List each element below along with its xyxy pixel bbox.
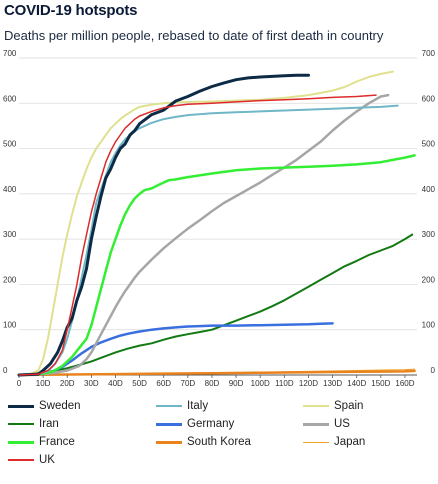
x-tick-label: 40D [108,379,123,388]
series-line-spain [18,70,394,376]
legend-label: South Korea [187,436,251,448]
legend-swatch [8,440,34,444]
y-tick-label-left: 600 [3,94,17,103]
x-tick-label: 20D [60,379,75,388]
legend-swatch [303,422,329,426]
legend-item-sweden: Sweden [8,398,81,414]
chart-subtitle: Deaths per million people, rebased to da… [4,28,384,43]
legend-swatch [8,423,34,425]
series-line-italy [18,104,399,376]
legend-label: UK [39,454,55,466]
x-tick-label: 100D [251,379,270,388]
series-line-iran [18,233,414,376]
x-tick-label: 150D [371,379,390,388]
y-tick-label-left: 300 [3,230,17,239]
x-tick-label: 140D [347,379,366,388]
legend-label: Spain [334,400,364,412]
x-tick-label: 120D [299,379,318,388]
series-line-uk [18,94,377,376]
legend-item-italy: Italy [156,398,208,414]
legend-item-germany: Germany [156,416,234,432]
series-line-germany [17,322,334,377]
y-tick-label-left: 700 [3,49,17,58]
legend-label: Germany [187,418,235,430]
chart-title: COVID-19 hotspots [4,2,138,19]
x-tick-label: 130D [323,379,342,388]
legend-swatch [8,459,34,461]
legend-item-uk: UK [8,452,55,468]
y-tick-label-right: 300 [422,230,436,239]
series-line-us [17,93,390,377]
y-tick-label-right: 100 [422,321,436,330]
x-tick-label: 0 [17,379,22,388]
legend-label: Italy [187,400,209,412]
y-tick-label-right: 600 [422,94,436,103]
x-tick-label: 110D [275,379,294,388]
y-tick-label-right: 700 [422,49,436,58]
x-tick-label: 90D [229,379,244,388]
y-tick-label-left: 200 [3,275,17,284]
y-tick-label-left: 0 [3,366,8,375]
series-line-sweden [17,73,310,377]
y-tick-label-right: 400 [422,185,436,194]
y-tick-label-left: 400 [3,185,17,194]
legend-swatch [156,405,182,407]
y-tick-label-right: 0 [431,366,436,375]
legend-label: Iran [39,418,59,430]
legend-swatch [303,405,329,407]
y-tick-label-left: 100 [3,321,17,330]
x-tick-label: 50D [132,379,147,388]
y-tick-label-right: 500 [422,140,436,149]
y-tick-label-right: 200 [422,275,436,284]
x-tick-label: 80D [205,379,220,388]
y-tick-label-left: 500 [3,140,17,149]
legend-item-iran: Iran [8,416,59,432]
x-tick-label: 60D [156,379,171,388]
x-tick-label: 10D [36,379,51,388]
legend-item-france: France [8,434,75,450]
legend-swatch [156,422,182,426]
legend-label: Japan [334,436,366,448]
x-tick-label: 30D [84,379,99,388]
x-tick-label: 160D [395,379,414,388]
legend-item-us: US [303,416,350,432]
legend-item-japan: Japan [303,434,365,450]
legend-swatch [156,440,182,444]
legend-swatch [303,441,329,443]
x-tick-label: 70D [181,379,196,388]
series-line-south-korea [17,369,416,377]
series-layer [17,70,416,377]
legend-label: Sweden [39,400,81,412]
legend-label: France [39,436,75,448]
legend-label: US [334,418,350,430]
series-line-france [17,154,416,377]
legend-item-spain: Spain [303,398,363,414]
legend-swatch [8,404,34,408]
legend-item-south-korea: South Korea [156,434,251,450]
